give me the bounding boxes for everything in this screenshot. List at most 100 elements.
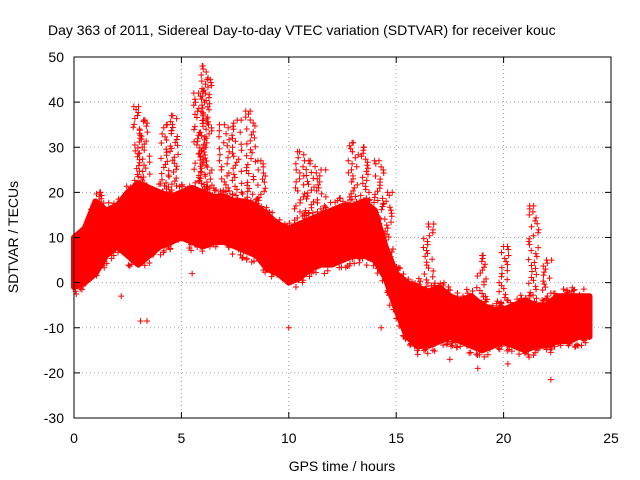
- spike-point: [351, 202, 358, 209]
- band-point: [448, 343, 455, 350]
- band-point: [407, 308, 414, 315]
- spike-peak-point: [350, 139, 357, 146]
- band-point: [314, 224, 321, 231]
- band-point: [451, 300, 458, 307]
- spike-point: [349, 160, 356, 167]
- band-point: [329, 246, 336, 253]
- band-point: [295, 277, 302, 284]
- band-point: [89, 217, 96, 224]
- spike-peak-point: [530, 202, 537, 209]
- band-point: [137, 221, 144, 228]
- band-point: [197, 233, 204, 240]
- spike-point: [202, 81, 209, 88]
- band-point: [514, 321, 521, 328]
- band-point: [98, 216, 105, 223]
- spike-point: [540, 263, 547, 270]
- band-point: [437, 280, 444, 287]
- band-point: [256, 222, 263, 229]
- spike-point: [191, 166, 198, 173]
- band-point: [505, 346, 512, 353]
- band-point: [464, 331, 471, 338]
- spike-point: [161, 182, 168, 189]
- spike-point: [300, 151, 307, 158]
- band-point: [370, 258, 377, 265]
- band-point: [423, 296, 430, 303]
- spike-point: [250, 128, 257, 135]
- band-point: [429, 317, 436, 324]
- spike-point: [146, 159, 153, 166]
- spike-point: [361, 198, 368, 205]
- band-point: [157, 197, 164, 204]
- band-point: [186, 183, 193, 190]
- band-point: [400, 332, 407, 339]
- band-point: [467, 349, 474, 356]
- band-point: [526, 354, 533, 361]
- band-point: [201, 221, 208, 228]
- band-point: [454, 343, 461, 350]
- band-point: [110, 238, 117, 245]
- spike-point: [541, 281, 548, 288]
- band-point: [82, 268, 89, 275]
- spike-point: [261, 179, 268, 186]
- spike-point: [207, 79, 214, 86]
- spike-point: [206, 185, 213, 192]
- spike-point: [232, 138, 239, 145]
- band-point: [303, 245, 310, 252]
- spike-point: [194, 108, 201, 115]
- spike-point: [504, 261, 511, 268]
- spike-point: [173, 166, 180, 173]
- band-point: [176, 183, 183, 190]
- band-point: [361, 229, 368, 236]
- band-point: [283, 223, 290, 230]
- spike-point: [478, 258, 485, 265]
- band-point: [403, 323, 410, 330]
- spike-point: [226, 187, 233, 194]
- band-point: [344, 263, 351, 270]
- spike-peak-point: [257, 157, 264, 164]
- band-point: [241, 247, 248, 254]
- band-point: [265, 239, 272, 246]
- spike-point: [548, 299, 555, 306]
- band-point: [437, 331, 444, 338]
- spike-point: [226, 148, 233, 155]
- band-point: [118, 243, 125, 250]
- band-point: [586, 334, 593, 341]
- band-point: [385, 268, 392, 275]
- band-point: [561, 327, 568, 334]
- band-point: [582, 339, 589, 346]
- spike-point: [231, 174, 238, 181]
- band-point: [323, 247, 330, 254]
- spike-point: [351, 184, 358, 191]
- spike-point: [381, 216, 388, 223]
- spike-point: [229, 144, 236, 151]
- band-point: [152, 194, 159, 201]
- spike-point: [374, 197, 381, 204]
- outlier-point: [118, 293, 125, 300]
- band-point: [193, 203, 200, 210]
- spike-point: [500, 285, 507, 292]
- band-point: [438, 322, 445, 329]
- band-point: [123, 193, 130, 200]
- y-tick-label: -10: [44, 320, 64, 336]
- band-point: [176, 204, 183, 211]
- band-point: [338, 237, 345, 244]
- band-point: [569, 284, 576, 291]
- spike-peak-point: [141, 117, 148, 124]
- band-point: [198, 192, 205, 199]
- band-point: [323, 208, 330, 215]
- band-point: [441, 291, 448, 298]
- band-point: [102, 220, 109, 227]
- spike-point: [315, 184, 322, 191]
- band-point: [328, 252, 335, 259]
- band-point: [161, 234, 168, 241]
- band-point: [163, 221, 170, 228]
- band-point: [559, 306, 566, 313]
- spike-point: [168, 187, 175, 194]
- spike-point: [372, 191, 379, 198]
- band-point: [110, 252, 117, 259]
- spike-point: [372, 160, 379, 167]
- band-point: [235, 246, 242, 253]
- band-point: [417, 322, 424, 329]
- band-point: [77, 249, 84, 256]
- band-point: [410, 289, 417, 296]
